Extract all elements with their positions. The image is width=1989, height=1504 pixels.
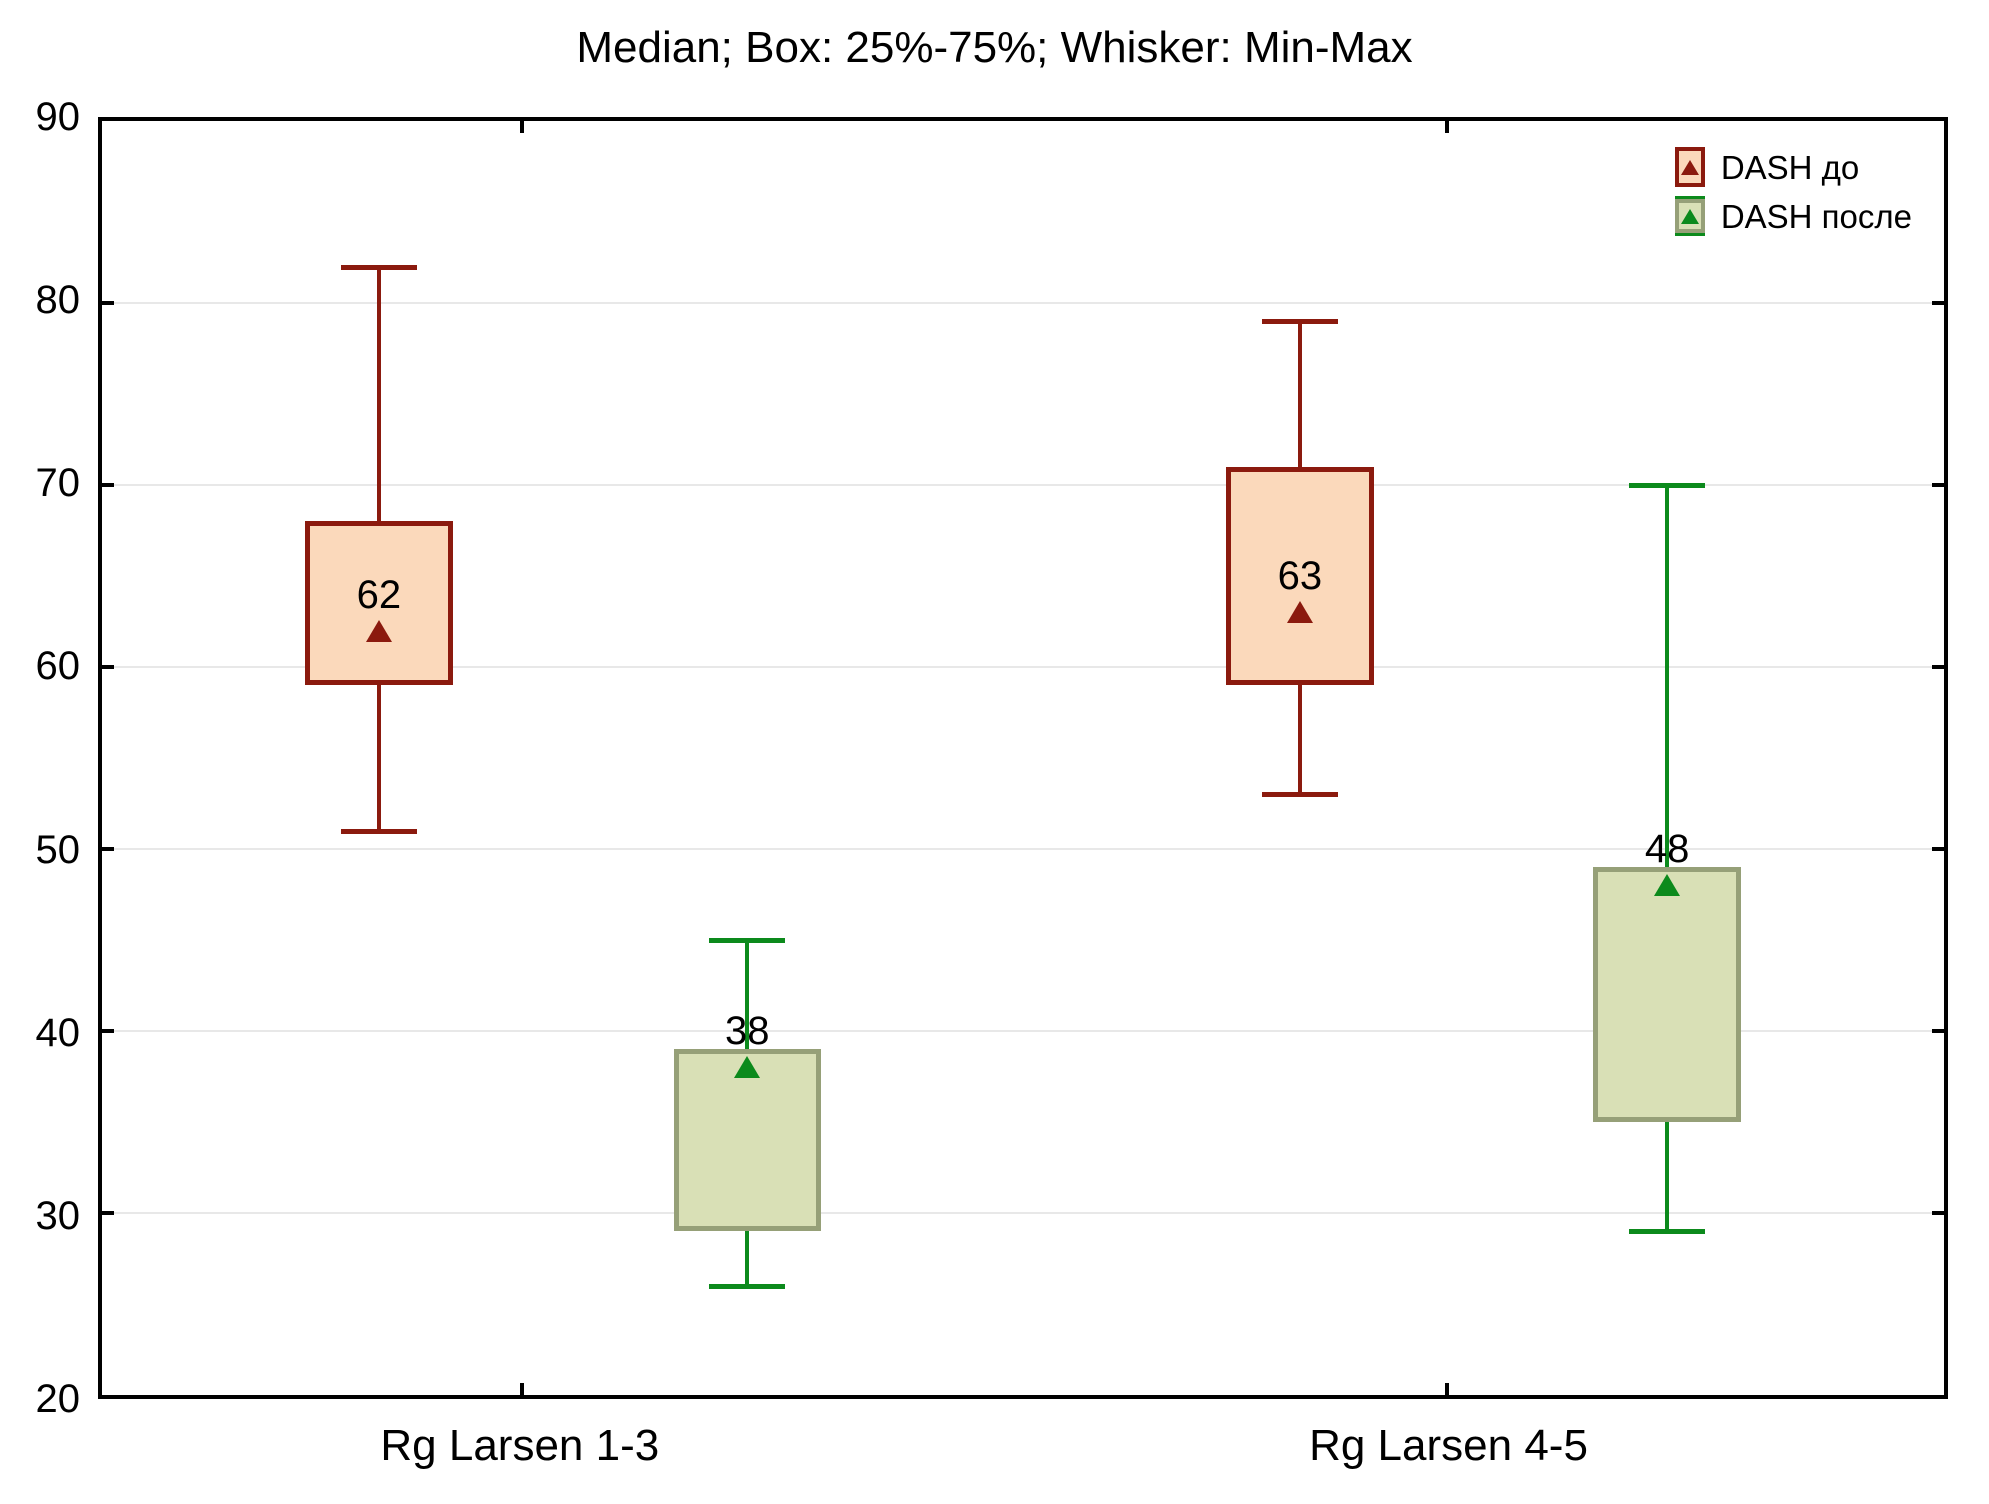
median-label-before-cat1: 62: [356, 572, 402, 617]
legend-triangle-icon-after: [1680, 208, 1699, 224]
legend: DASH до DASH после: [1674, 147, 1912, 236]
y-axis-label-60: 60: [35, 644, 81, 689]
legend-item-before: DASH до: [1674, 147, 1912, 187]
y-tick-right-60: [1932, 665, 1944, 669]
y-tick-left-30: [102, 1211, 114, 1215]
box-before-cat2: [1226, 466, 1374, 686]
x-tick-top-2: [1444, 121, 1449, 133]
y-axis-label-70: 70: [35, 461, 81, 506]
legend-label-after: DASH после: [1720, 197, 1912, 235]
y-axis-label-30: 30: [35, 1193, 81, 1238]
gridline-40: [102, 1030, 1944, 1032]
median-marker-triangle-icon-before-cat2: [1286, 601, 1313, 624]
gridline-50: [102, 847, 1944, 850]
legend-triangle-icon-before: [1680, 159, 1699, 175]
y-axis-label-40: 40: [35, 1010, 81, 1055]
whisker-cap-max-before-cat1: [340, 264, 417, 270]
plot-area: DASH до DASH после 62 63 38 48: [98, 117, 1948, 1399]
y-axis-label-50: 50: [35, 827, 81, 872]
x-axis-label-2: Rg Larsen 4-5: [1309, 1421, 1588, 1470]
x-tick-top-1: [519, 121, 524, 133]
x-axis-label-1: Rg Larsen 1-3: [380, 1421, 660, 1470]
y-tick-left-70: [102, 482, 114, 487]
box-after-cat1: [673, 1049, 821, 1232]
median-marker-triangle-icon-after-cat1: [734, 1056, 761, 1079]
y-tick-left-60: [102, 665, 114, 669]
whisker-cap-min-after-cat1: [709, 1283, 786, 1289]
y-axis-label-20: 20: [35, 1377, 81, 1421]
x-tick-bottom-1: [519, 1383, 524, 1395]
y-axis-label-80: 80: [35, 278, 81, 323]
gridline-70: [102, 483, 1944, 486]
y-tick-right-70: [1932, 482, 1944, 487]
whisker-cap-min-after-cat2: [1629, 1229, 1706, 1235]
y-tick-left-80: [102, 300, 114, 305]
y-tick-right-80: [1932, 300, 1944, 305]
chart-title: Median; Box: 25%-75%; Whisker: Min-Max: [576, 23, 1413, 72]
gridline-60: [102, 666, 1944, 668]
whisker-cap-min-before-cat2: [1261, 792, 1338, 798]
gridline-80: [102, 301, 1944, 304]
gridline-30: [102, 1212, 1944, 1214]
legend-swatch-after: [1674, 196, 1705, 236]
median-marker-triangle-icon-after-cat2: [1654, 874, 1681, 897]
box-before-cat1: [305, 521, 453, 686]
box-after-cat2: [1593, 867, 1741, 1122]
median-marker-triangle-icon-before-cat1: [365, 619, 392, 642]
median-label-after-cat2: 48: [1644, 827, 1690, 872]
y-tick-left-50: [102, 846, 114, 851]
legend-item-after: DASH после: [1674, 196, 1912, 236]
x-tick-bottom-2: [1444, 1383, 1449, 1395]
y-tick-right-40: [1932, 1029, 1944, 1033]
legend-swatch-inner-after: [1674, 199, 1705, 233]
legend-swatch-before: [1674, 147, 1705, 187]
median-label-before-cat2: 63: [1277, 554, 1323, 599]
y-tick-right-30: [1932, 1211, 1944, 1215]
y-tick-right-50: [1932, 846, 1944, 851]
legend-label-before: DASH до: [1720, 148, 1860, 186]
y-tick-left-40: [102, 1029, 114, 1033]
whisker-cap-max-after-cat2: [1629, 482, 1706, 488]
whisker-cap-max-after-cat1: [709, 938, 786, 943]
whisker-cap-max-before-cat2: [1261, 319, 1338, 325]
whisker-cap-min-before-cat1: [340, 828, 417, 834]
y-axis-label-90: 90: [35, 95, 81, 139]
whisker-after-cat2: [1665, 485, 1670, 1232]
median-label-after-cat1: 38: [725, 1009, 770, 1054]
